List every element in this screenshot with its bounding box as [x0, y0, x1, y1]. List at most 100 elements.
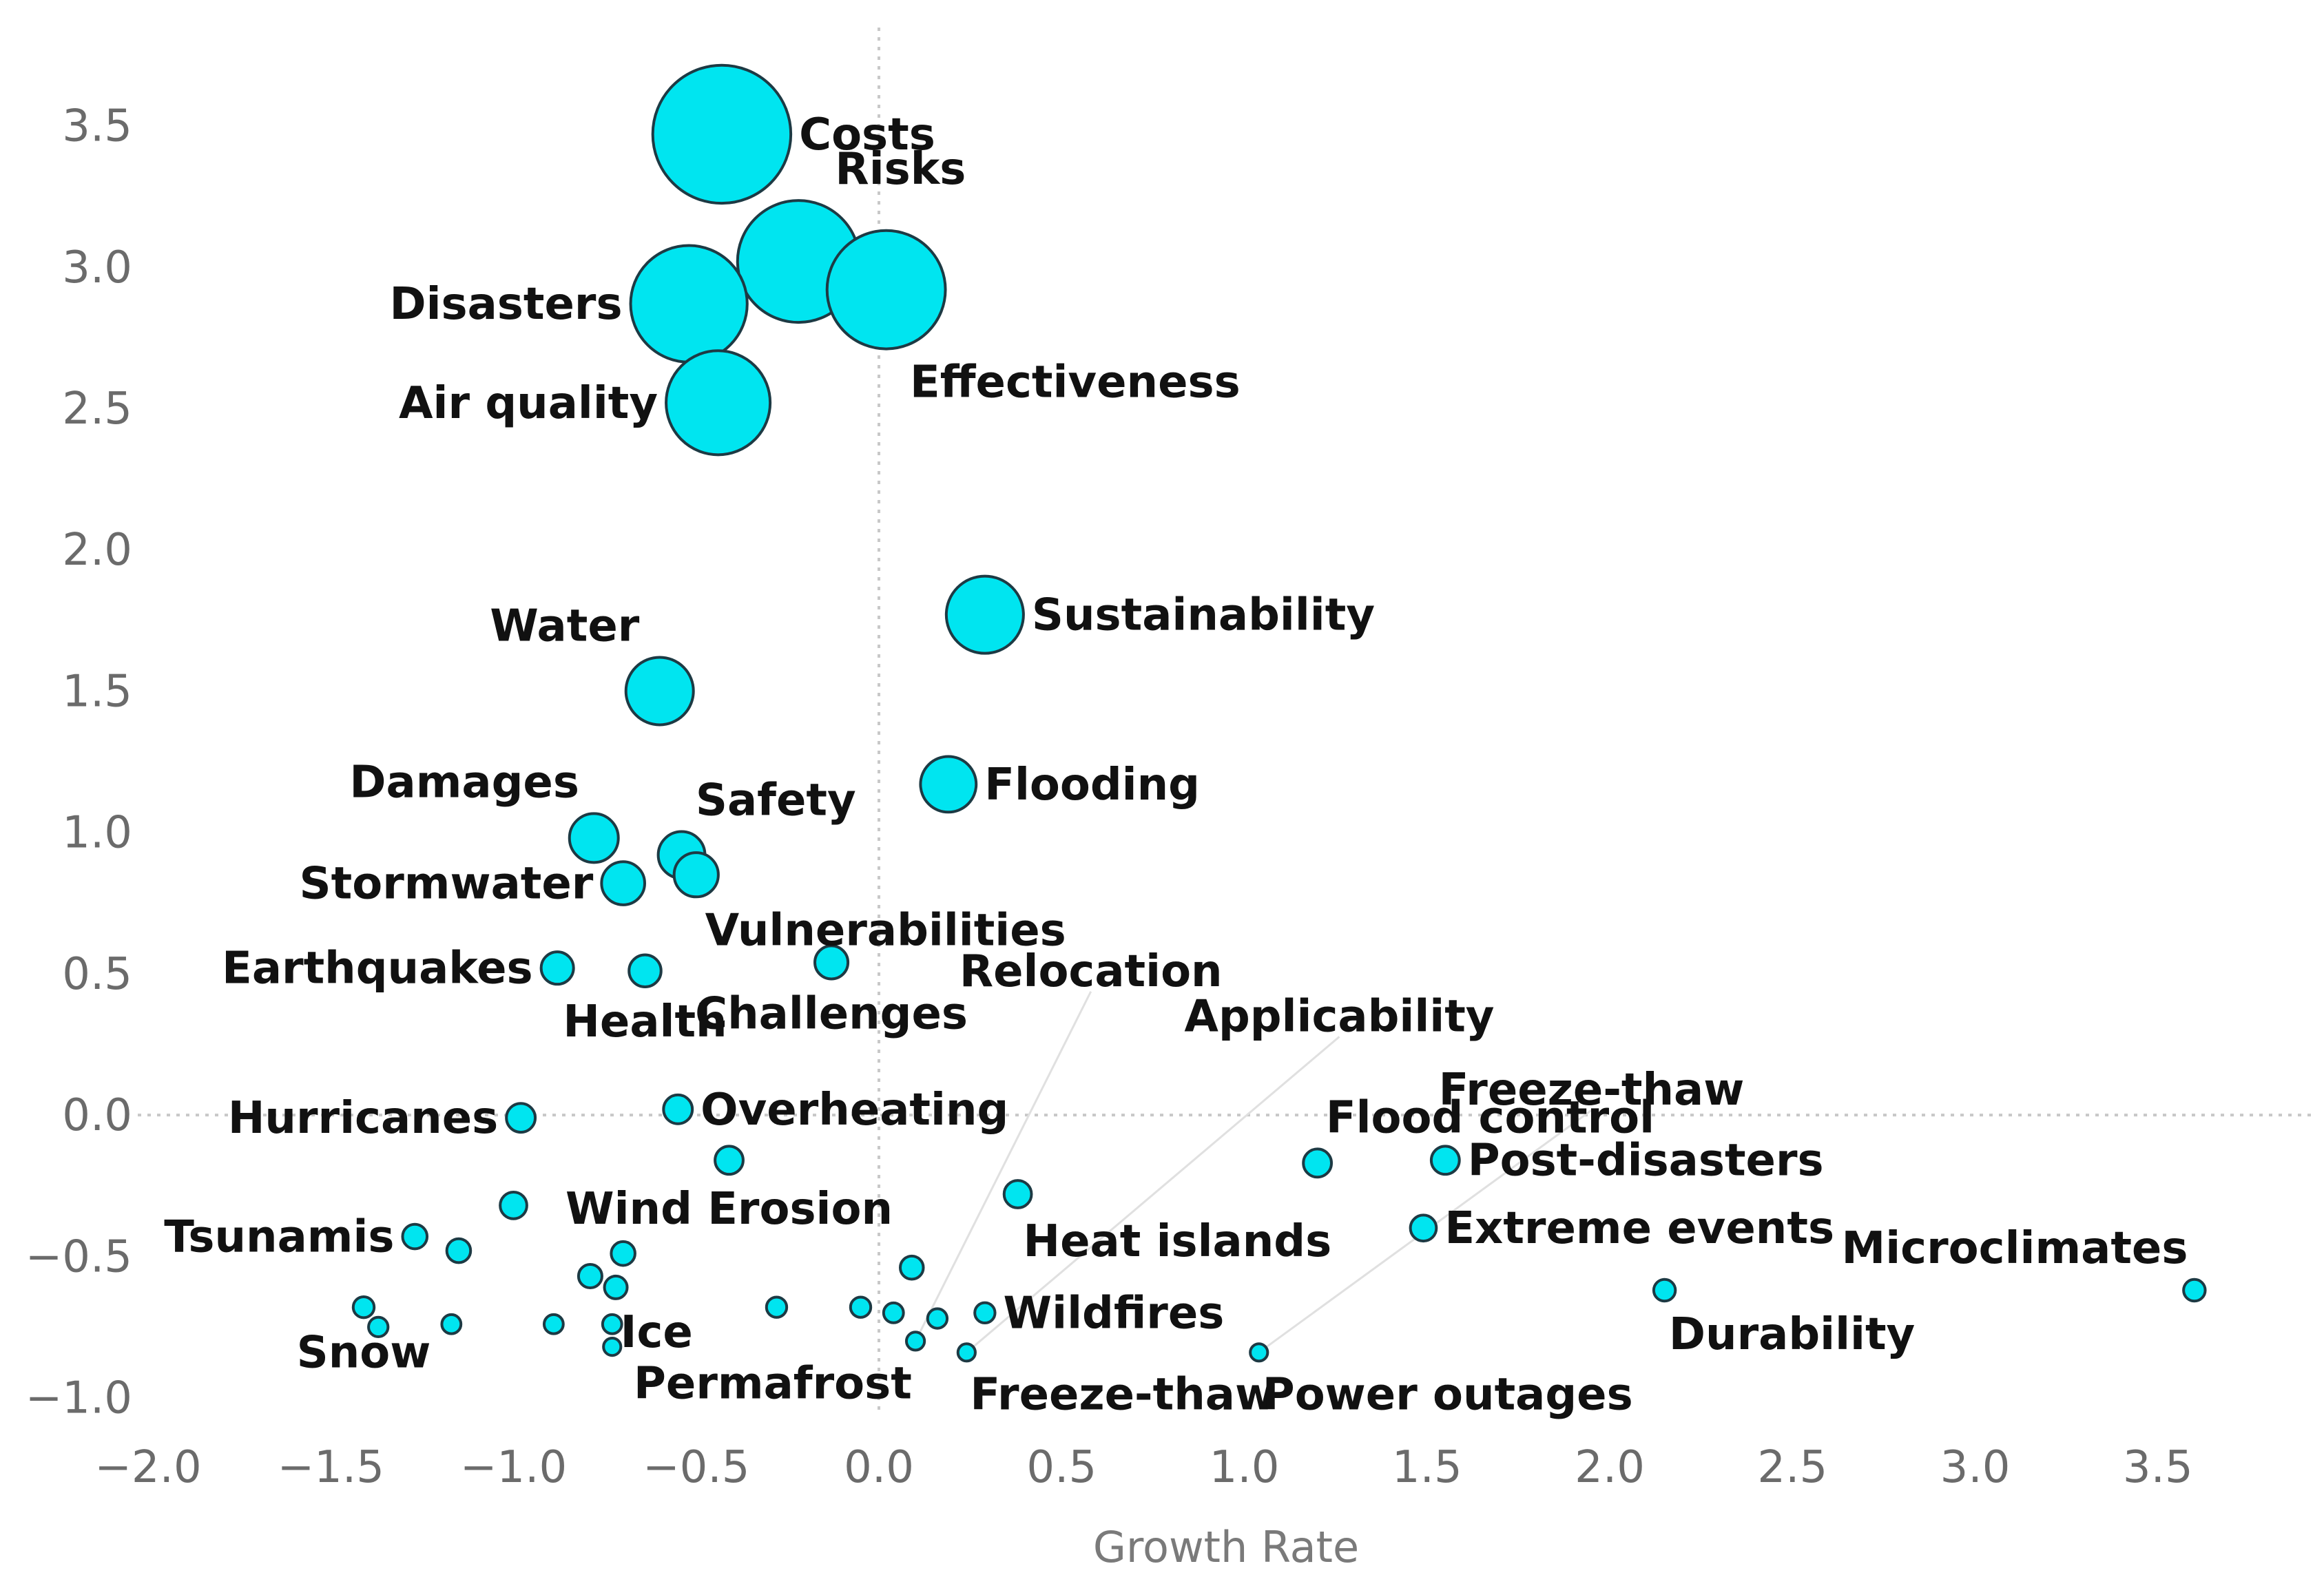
label-freeze-thaw: Freeze-thaw — [970, 1369, 1276, 1420]
bubble — [601, 1313, 623, 1335]
bubble-microclimates — [2182, 1277, 2207, 1303]
label-hurricanes: Hurricanes — [228, 1093, 498, 1144]
bubble-water — [624, 656, 695, 727]
x-tick-label: 2.5 — [1757, 1442, 1827, 1493]
y-tick-label: 0.5 — [62, 949, 132, 1000]
bubble-post-disasters — [1429, 1145, 1461, 1176]
bubble-wildfires — [973, 1301, 997, 1325]
bubbles — [351, 63, 2207, 1363]
label-costs: Costs — [799, 109, 935, 160]
bubble-overheating — [662, 1093, 694, 1125]
label-snow: Snow — [297, 1327, 431, 1378]
label-vulnerabilities: Vulnerabilities — [705, 905, 1066, 956]
label-disasters: Disasters — [389, 279, 622, 330]
bubble-wind-erosion — [714, 1145, 745, 1176]
label-flood-control: Flood control — [1326, 1092, 1654, 1143]
bubble-extreme-events — [1409, 1213, 1438, 1243]
bubble-stormwater — [600, 860, 646, 906]
label-heat-islands: Heat islands — [1024, 1216, 1332, 1267]
x-axis: −2.0 −1.5 −1.0 −0.5 0.0 0.5 1.0 1.5 2.0 2.5 3.0 3.5 — [94, 1442, 2192, 1493]
bubble-freeze-thaw — [956, 1342, 977, 1363]
label-freeze-thaw: Freeze-thaw — [1439, 1065, 1745, 1116]
bubble-hurricanes — [505, 1102, 537, 1134]
bubble-costs — [651, 63, 793, 205]
bubble-power-outages — [1249, 1342, 1269, 1363]
label-relocation: Relocation — [959, 946, 1223, 997]
label-wind-erosion: Wind Erosion — [566, 1184, 893, 1235]
bubble-flood-control — [1302, 1147, 1334, 1179]
label-effectiveness: Effectiveness — [910, 357, 1241, 408]
x-tick-label: 0.5 — [1026, 1442, 1097, 1493]
x-tick-label: 1.0 — [1210, 1442, 1280, 1493]
label-microclimates: Microclimates — [1842, 1223, 2188, 1274]
label-wildfires: Wildfires — [1004, 1288, 1225, 1339]
label-challenges: Challenges — [695, 988, 968, 1039]
bubble-snow — [351, 1295, 376, 1320]
label-power-outages: Power outages — [1263, 1369, 1633, 1420]
x-tick-label: 2.0 — [1575, 1442, 1645, 1493]
leader-line — [914, 991, 1092, 1342]
x-tick-label: 0.0 — [844, 1442, 914, 1493]
label-durability: Durability — [1669, 1309, 1915, 1360]
label-risks: Risks — [835, 144, 966, 195]
bubble — [542, 1313, 565, 1335]
bubble-durability — [1652, 1277, 1677, 1303]
x-tick-label: −1.0 — [460, 1442, 567, 1493]
bubble-effectiveness — [825, 229, 947, 351]
label-health: Health — [563, 997, 727, 1047]
bubble-sustainability — [944, 574, 1025, 655]
y-tick-label: 2.5 — [62, 384, 132, 435]
label-safety: Safety — [696, 775, 856, 826]
bubble-permafrost — [904, 1331, 926, 1352]
zero-reference-lines — [138, 28, 2311, 1415]
bubble-challenges — [813, 944, 850, 981]
bubble — [765, 1295, 789, 1319]
x-tick-label: −1.5 — [278, 1442, 384, 1493]
bubble-ice — [603, 1274, 629, 1300]
bubble — [577, 1262, 603, 1290]
bubble — [899, 1254, 925, 1281]
bubble-damages — [568, 812, 620, 864]
x-tick-label: −0.5 — [643, 1442, 749, 1493]
bubble — [602, 1337, 623, 1357]
bubble-flooding — [919, 755, 978, 814]
bubble-air-quality — [665, 349, 772, 457]
label-stormwater: Stormwater — [300, 859, 594, 910]
label-flooding: Flooding — [984, 760, 1200, 811]
x-axis-title: Growth Rate — [1093, 1522, 1359, 1572]
bubble-heat-islands — [1002, 1179, 1033, 1209]
leader-line — [966, 1036, 1340, 1353]
bubble-vulnerabilities — [672, 851, 720, 899]
bubble — [849, 1295, 873, 1319]
label-overheating: Overheating — [701, 1085, 1008, 1136]
bubble-tsunamis — [401, 1222, 429, 1251]
x-tick-label: 3.0 — [1940, 1442, 2011, 1493]
y-tick-label: 0.0 — [62, 1090, 132, 1141]
bubble — [499, 1191, 528, 1220]
y-tick-label: −1.0 — [25, 1373, 132, 1423]
bubble — [610, 1240, 636, 1267]
bubble — [440, 1313, 463, 1335]
x-tick-label: 1.5 — [1392, 1442, 1462, 1493]
bubble — [882, 1301, 905, 1324]
y-tick-label: 3.0 — [62, 242, 132, 293]
y-tick-label: −0.5 — [25, 1231, 132, 1282]
label-applicability: Applicability — [1184, 991, 1494, 1042]
label-damages: Damages — [349, 757, 579, 808]
label-post-disasters: Post-disasters — [1468, 1136, 1824, 1187]
label-ice: Ice — [621, 1307, 693, 1358]
label-tsunamis: Tsunamis — [164, 1212, 394, 1263]
label-sustainability: Sustainability — [1032, 590, 1375, 641]
label-air-quality: Air quality — [399, 378, 658, 429]
label-earthquakes: Earthquakes — [222, 943, 533, 994]
label-water: Water — [490, 601, 640, 651]
x-tick-label: 3.5 — [2123, 1442, 2193, 1493]
label-permafrost: Permafrost — [634, 1359, 912, 1410]
bubble-disasters — [629, 244, 749, 364]
y-axis: 3.5 3.0 2.5 2.0 1.5 1.0 0.5 0.0 −0.5 −1.0 — [25, 101, 132, 1424]
y-tick-label: 1.0 — [62, 808, 132, 859]
label-extreme-events: Extreme events — [1444, 1203, 1834, 1254]
x-tick-label: −2.0 — [94, 1442, 201, 1493]
